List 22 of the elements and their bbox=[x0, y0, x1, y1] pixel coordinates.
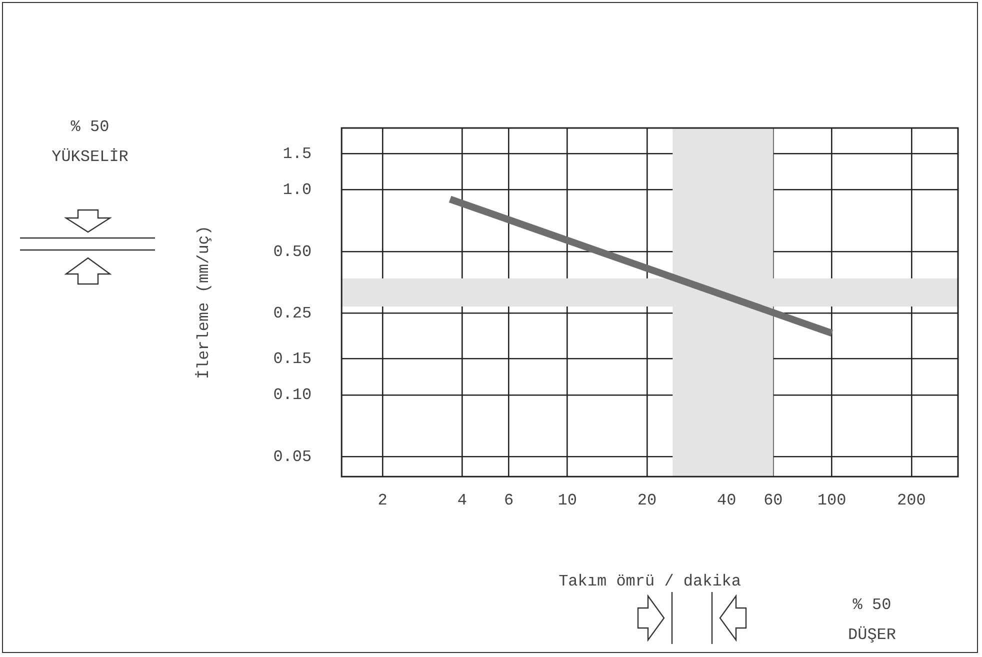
y-tick-label: 1.5 bbox=[282, 144, 312, 163]
y-tick-label: 0.50 bbox=[273, 242, 312, 261]
x-tick-label: 40 bbox=[717, 491, 736, 510]
x-tick-label: 2 bbox=[378, 491, 388, 510]
x-tick-label: 20 bbox=[637, 491, 657, 510]
y-tick-label: 0.10 bbox=[273, 386, 312, 404]
text: % 50 bbox=[852, 596, 892, 614]
text: YÜKSELİR bbox=[50, 148, 130, 166]
x-tick-label: 100 bbox=[817, 491, 846, 510]
y-tick-label: 0.05 bbox=[273, 448, 312, 466]
x-tick-label: 4 bbox=[457, 491, 467, 510]
y-axis-title: İlerleme (mm/uç) bbox=[194, 225, 213, 380]
y-tick-label: 0.15 bbox=[273, 350, 312, 368]
x-tick-label: 6 bbox=[504, 491, 514, 510]
y-tick-label: 0.25 bbox=[273, 304, 312, 323]
x-tick-label: 200 bbox=[897, 491, 926, 510]
x-tick-label: 60 bbox=[764, 491, 783, 510]
y-tick-label: 1.0 bbox=[282, 181, 312, 199]
x-tick-label: 10 bbox=[558, 491, 577, 510]
text: DÜŞER bbox=[846, 626, 897, 644]
text: % 50 bbox=[70, 118, 110, 136]
x-axis-title: Takım ömrü / dakika bbox=[558, 572, 742, 591]
